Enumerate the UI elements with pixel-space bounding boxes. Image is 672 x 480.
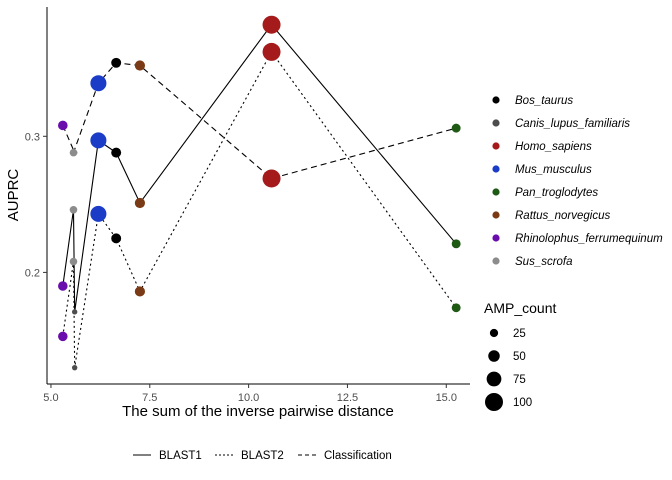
point-classification-pan-troglodytes — [451, 123, 461, 133]
legend-swatch-pan-troglodytes — [492, 188, 500, 196]
series-line-blast2 — [62, 50, 457, 368]
method-legend: BLAST1 BLAST2 Classification — [133, 450, 392, 462]
point-classification-mus-musculus — [90, 75, 107, 92]
y-ticks: 0.2 0.3 — [25, 131, 47, 279]
legend-swatch-homo-sapiens — [492, 142, 500, 150]
linetype-label-blast1: BLAST1 — [159, 450, 202, 462]
amp-count-legend: AMP_count 25 50 75 100 — [484, 300, 556, 411]
size-legend-dot-50 — [488, 350, 500, 362]
point-blast2-pan-troglodytes — [451, 303, 461, 313]
point-blast2-rhinolophus-ferrumequinum — [58, 331, 68, 342]
point-blast1-rhinolophus-ferrumequinum — [58, 281, 68, 291]
size-legend-label-50: 50 — [513, 351, 526, 363]
point-classification-rhinolophus-ferrumequinum — [58, 120, 68, 131]
size-legend-label-100: 100 — [513, 397, 532, 409]
point-blast2-canis-lupus-familiaris — [71, 364, 78, 371]
size-legend-label-75: 75 — [513, 374, 526, 386]
x-tick-label: 5.0 — [43, 392, 58, 404]
y-tick-label: 0.2 — [25, 267, 40, 279]
series-lines — [62, 23, 457, 368]
point-blast2-bos-taurus — [111, 233, 122, 244]
x-axis-title: The sum of the inverse pairwise distance — [122, 403, 394, 420]
y-axis-title: AUPRC — [5, 169, 22, 222]
point-blast1-bos-taurus — [111, 147, 122, 158]
legend-label-rattus-norvegicus: Rattus_norvegicus — [515, 210, 610, 222]
legend-label-mus-musculus: Mus_musculus — [515, 164, 592, 176]
legend-swatch-canis-lupus-familiaris — [492, 119, 500, 127]
legend-swatch-bos-taurus — [492, 96, 500, 104]
species-legend: Bos_taurus Canis_lupus_familiaris Homo_sap… — [492, 95, 663, 268]
x-tick-label: 7.5 — [142, 392, 157, 404]
size-legend-dot-75 — [486, 371, 502, 387]
series-line-classification — [62, 62, 457, 180]
legend-swatch-rhinolophus-ferrumequinum — [492, 234, 500, 242]
point-blast1-pan-troglodytes — [451, 239, 461, 249]
point-classification-homo-sapiens — [262, 169, 281, 188]
legend-label-homo-sapiens: Homo_sapiens — [515, 141, 592, 153]
axes — [46, 7, 470, 385]
point-classification-sus-scrofa — [69, 148, 78, 157]
point-blast1-mus-musculus — [90, 132, 107, 149]
size-legend-dot-100 — [485, 393, 503, 411]
point-blast2-sus-scrofa — [69, 257, 78, 266]
point-blast2-mus-musculus — [90, 205, 107, 222]
point-blast1-sus-scrofa — [69, 205, 78, 214]
size-legend-dot-25 — [489, 328, 499, 338]
point-blast1-homo-sapiens — [262, 15, 281, 34]
point-blast2-homo-sapiens — [262, 42, 281, 61]
x-tick-label: 12.5 — [337, 392, 358, 404]
legend-swatch-rattus-norvegicus — [492, 211, 500, 219]
linetype-label-classification: Classification — [324, 450, 392, 462]
size-legend-title: AMP_count — [484, 300, 556, 316]
y-tick-label: 0.3 — [25, 131, 40, 143]
point-blast2-rattus-norvegicus — [134, 286, 146, 297]
linetype-label-blast2: BLAST2 — [241, 450, 284, 462]
legend-swatch-sus-scrofa — [492, 257, 500, 265]
point-blast1-rattus-norvegicus — [134, 197, 146, 209]
series-line-blast1 — [62, 23, 457, 312]
legend-label-canis-lupus-familiaris: Canis_lupus_familiaris — [515, 118, 630, 130]
legend-label-pan-troglodytes: Pan_troglodytes — [515, 187, 598, 199]
legend-label-sus-scrofa: Sus_scrofa — [515, 256, 573, 268]
data-points — [58, 15, 461, 371]
legend-label-bos-taurus: Bos_taurus — [515, 95, 573, 107]
point-blast1-canis-lupus-familiaris — [71, 309, 78, 315]
legend-swatch-mus-musculus — [492, 165, 500, 173]
x-tick-label: 15.0 — [436, 392, 457, 404]
x-tick-label: 10.0 — [238, 392, 259, 404]
point-classification-rattus-norvegicus — [134, 60, 146, 71]
x-ticks: 5.0 7.5 10.0 12.5 15.0 — [43, 384, 457, 404]
legend-label-rhinolophus-ferrumequinum: Rhinolophus_ferrumequinum — [515, 233, 663, 245]
point-classification-bos-taurus — [111, 57, 122, 68]
size-legend-label-25: 25 — [513, 328, 526, 340]
